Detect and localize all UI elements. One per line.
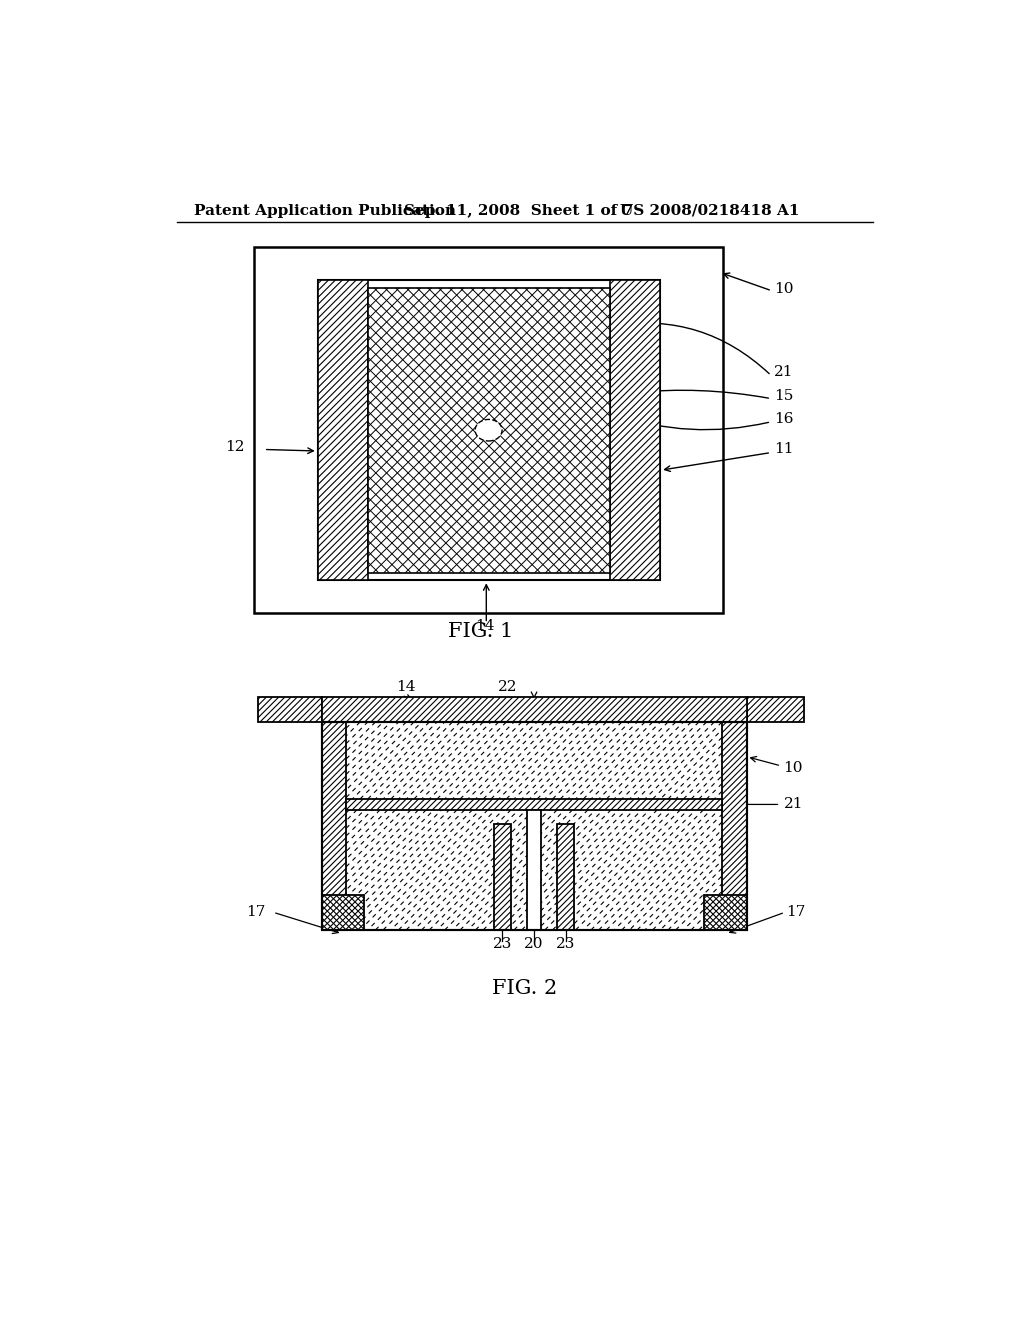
Text: 21: 21 (774, 366, 794, 379)
Bar (346, 799, 722, 810)
Text: 17: 17 (786, 906, 806, 919)
Text: 10: 10 (774, 282, 794, 296)
Text: 14: 14 (396, 680, 416, 693)
Bar (610, 280, 660, 581)
Bar (368, 288, 610, 573)
Text: FIG. 2: FIG. 2 (493, 979, 557, 998)
Bar (322, 722, 746, 929)
Text: 12: 12 (290, 705, 309, 719)
Bar (322, 697, 746, 722)
Bar (317, 280, 660, 581)
Bar (557, 824, 574, 929)
Text: Patent Application Publication: Patent Application Publication (194, 203, 456, 218)
Text: 14: 14 (475, 619, 495, 632)
Text: 22: 22 (498, 680, 517, 693)
Bar (254, 247, 724, 612)
Text: 10: 10 (783, 762, 803, 775)
Text: 12: 12 (225, 440, 245, 454)
Text: 21: 21 (783, 797, 803, 812)
Bar (258, 697, 322, 722)
Text: 11: 11 (774, 442, 794, 457)
Bar (722, 722, 746, 929)
Text: 11: 11 (762, 705, 781, 719)
Bar (322, 722, 746, 929)
Text: 17: 17 (246, 906, 265, 919)
Bar (317, 280, 368, 581)
Bar (346, 722, 722, 799)
Ellipse shape (475, 420, 502, 441)
Bar (705, 895, 746, 929)
Bar (322, 722, 346, 929)
Text: Sep. 11, 2008  Sheet 1 of 7: Sep. 11, 2008 Sheet 1 of 7 (403, 203, 633, 218)
Text: 20: 20 (524, 937, 544, 950)
Text: FIG. 1: FIG. 1 (449, 622, 514, 642)
Bar (527, 810, 541, 929)
Text: 15: 15 (774, 388, 794, 403)
Bar (322, 895, 364, 929)
Bar (746, 697, 804, 722)
Text: US 2008/0218418 A1: US 2008/0218418 A1 (620, 203, 799, 218)
Text: 16: 16 (774, 412, 794, 425)
Bar (346, 810, 722, 929)
Text: 23: 23 (493, 937, 512, 950)
Text: 23: 23 (556, 937, 575, 950)
Bar (494, 824, 511, 929)
